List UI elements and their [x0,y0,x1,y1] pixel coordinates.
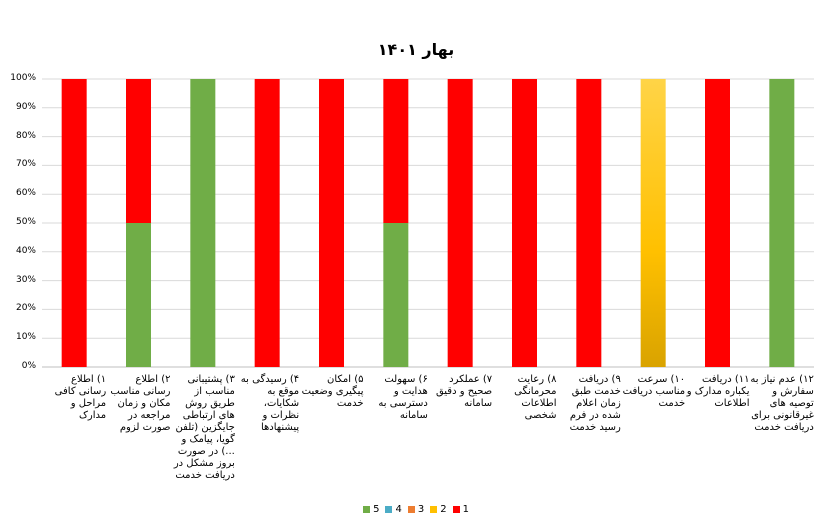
y-tick-label: 70% [15,159,36,170]
y-tick-label: 10% [15,332,36,343]
legend-item: 2 [430,504,447,515]
x-tick-label: ۸) رعایت محرمانگی اطلاعات شخصی [514,374,557,421]
bar-segment [705,79,730,367]
bar-segment [383,79,409,223]
bar-segment [319,79,344,367]
legend-swatch [452,506,460,513]
legend-item: 4 [385,504,402,515]
x-tick-label: ۳) پشتیبانی مناسب از طریق روش های ارتباط… [173,374,235,481]
bar-segment [61,79,87,367]
x-tick-label: ۱۱) دریافت یکباره مدارک و اطلاعات [686,374,750,409]
legend-swatch [407,506,415,513]
x-tick-label: ۵) امکان پیگیری وضعیت خدمت [301,374,364,409]
y-tick-label: 80% [15,130,36,141]
x-tick-label: ۱۲) عدم نیاز به سفارش و توصیه های غیرقان… [750,374,814,433]
x-tick-label: ۱) اطلاع رسانی کافی مراحل و مدارک [54,374,107,421]
y-tick-label: 50% [15,217,36,227]
y-tick-label: 40% [15,245,36,256]
legend-label: 2 [440,504,447,515]
x-tick-label: ۷) عملکرد صحیح و دقیق سامانه [435,374,493,409]
legend-item: 3 [407,504,425,515]
bar-segment [126,79,151,223]
bar-segment [576,79,602,367]
legend-label: 4 [395,504,402,515]
legend-swatch [363,506,371,513]
x-tick-label: ۱۰) سرعت مناسب دریافت خدمت [622,374,686,409]
legend-label: 3 [417,504,425,515]
bar-segment [190,79,216,367]
legend-item: 1 [452,504,469,515]
bar-segment [640,79,666,367]
bar-segment [383,223,409,367]
bar-segment [447,79,473,367]
x-tick-label: ۹) دریافت خدمت طبق زمان اعلام شده در فرم… [569,374,621,433]
y-tick-label: 100% [10,73,36,83]
x-tick-label: ۲) اطلاع رسانی مناسب مکان و زمان مراجعه … [110,374,171,433]
bar-segment [126,223,151,367]
legend-swatch [385,506,393,513]
legend-label: 5 [373,504,380,515]
chart-title: بهار ۱۴۰۱ [377,40,455,59]
y-tick-label: 90% [15,101,36,112]
x-tick-label: ۴) رسیدگی به موقع به شکایات، نظرات و پیش… [240,374,300,433]
legend-swatch [430,506,438,513]
y-tick-label: 60% [15,188,36,199]
y-tick-label: 30% [15,274,36,285]
x-tick-label: ۶) سهولت هدایت و دسترسی به سامانه [378,374,428,421]
bar-segment [512,79,537,367]
y-tick-label: 0% [21,361,36,371]
legend-label: 1 [462,504,469,515]
legend: 5 4 3 2 1 [0,504,832,516]
bar-segment [254,79,280,367]
y-tick-label: 20% [15,303,36,314]
legend-item: 5 [363,504,379,515]
bar-segment [769,79,795,367]
